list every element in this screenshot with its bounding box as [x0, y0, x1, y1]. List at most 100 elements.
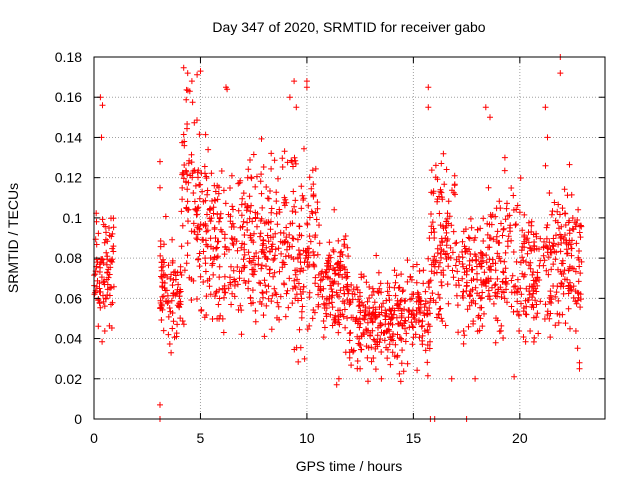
data-point: [553, 289, 560, 296]
data-point: [574, 289, 581, 296]
data-point: [545, 271, 552, 278]
data-point: [554, 310, 561, 317]
data-point: [517, 175, 524, 181]
data-point: [207, 255, 214, 261]
data-point: [424, 342, 431, 348]
data-point: [281, 199, 287, 206]
data-point: [419, 332, 426, 339]
data-point: [354, 286, 361, 293]
data-point: [178, 272, 185, 278]
data-point: [101, 239, 108, 246]
data-point: [481, 310, 487, 317]
data-point: [516, 209, 523, 216]
data-point: [179, 318, 186, 324]
data-point: [298, 295, 305, 302]
data-point: [422, 347, 429, 354]
data-point: [275, 175, 281, 182]
data-point: [466, 262, 473, 269]
data-point: [416, 317, 422, 324]
data-point: [269, 241, 276, 248]
data-point: [449, 249, 456, 256]
chart-title: Day 347 of 2020, SRMTID for receiver gab…: [212, 19, 485, 35]
data-point: [302, 255, 309, 262]
data-point: [221, 273, 228, 280]
data-point: [308, 185, 315, 192]
data-point: [263, 184, 270, 190]
data-point: [524, 235, 531, 242]
data-point: [241, 277, 248, 284]
data-point: [257, 280, 264, 287]
data-point: [364, 298, 371, 305]
data-point: [562, 232, 568, 238]
data-point: [270, 273, 277, 280]
data-point: [337, 312, 344, 318]
data-point: [186, 274, 193, 281]
data-point: [404, 278, 411, 285]
data-point: [230, 241, 237, 248]
data-point: [448, 375, 455, 382]
data-point: [356, 324, 363, 331]
data-point: [502, 249, 509, 256]
data-point: [315, 301, 322, 308]
data-point: [559, 311, 566, 318]
data-point: [196, 250, 203, 257]
data-point: [530, 277, 537, 284]
data-point: [444, 250, 450, 257]
data-point: [358, 299, 365, 306]
data-point: [366, 284, 373, 290]
data-point: [514, 202, 521, 209]
data-point: [235, 207, 242, 214]
data-point: [202, 222, 209, 229]
data-point: [523, 259, 529, 265]
data-point: [500, 225, 507, 232]
data-point: [172, 276, 179, 283]
plot-frame: [93, 56, 606, 420]
data-point: [578, 258, 585, 265]
data-point: [531, 246, 538, 253]
data-point: [504, 200, 510, 207]
data-point: [241, 232, 248, 238]
data-point: [474, 226, 481, 233]
data-point: [180, 64, 187, 71]
data-point: [191, 198, 198, 205]
data-point: [338, 248, 345, 255]
data-point: [228, 301, 235, 308]
data-point: [426, 278, 433, 285]
data-point: [466, 235, 473, 242]
data-point: [400, 368, 407, 375]
data-point: [371, 299, 378, 306]
data-point: [439, 239, 446, 246]
data-point: [365, 378, 371, 385]
data-point: [568, 252, 575, 259]
data-point: [169, 282, 176, 289]
data-point: [569, 225, 576, 232]
data-point: [184, 186, 191, 193]
data-point: [438, 160, 445, 167]
data-point: [260, 294, 266, 301]
data-point: [286, 94, 293, 101]
data-point: [292, 197, 299, 204]
data-point: [323, 313, 330, 320]
data-point: [344, 273, 351, 280]
data-point: [345, 287, 352, 294]
data-point: [455, 277, 462, 284]
data-point: [222, 289, 229, 296]
data-point: [426, 345, 433, 352]
data-point: [296, 223, 303, 230]
data-point: [169, 236, 176, 243]
data-point: [346, 330, 353, 337]
data-point: [569, 215, 576, 221]
data-point: [435, 291, 442, 298]
data-point: [529, 271, 536, 278]
data-point: [292, 209, 299, 216]
data-point: [576, 263, 583, 270]
data-point: [556, 225, 562, 232]
data-point: [241, 246, 248, 253]
data-point: [245, 166, 252, 173]
data-point: [555, 241, 562, 248]
data-point: [263, 263, 269, 270]
data-point: [440, 272, 447, 278]
data-point: [284, 246, 290, 253]
data-point: [333, 381, 340, 388]
data-point: [309, 315, 316, 322]
